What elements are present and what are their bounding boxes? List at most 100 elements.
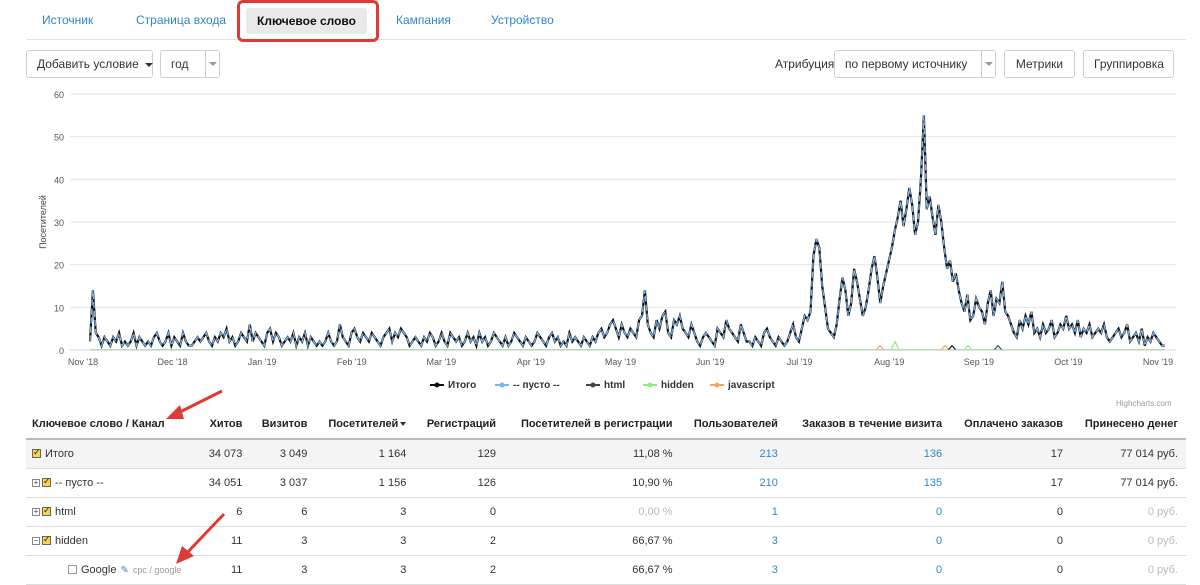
cell-conversion: 66,67 % <box>504 526 681 556</box>
legend-label[interactable]: Итого <box>448 380 476 391</box>
legend-marker[interactable] <box>590 382 596 388</box>
x-tick-label: Jun '19 <box>696 357 725 367</box>
row-label-cell: + -- пусто -- <box>26 468 199 498</box>
legend-label[interactable]: hidden <box>661 380 694 391</box>
cell-hits: 6 <box>198 497 251 527</box>
x-tick-label: May '19 <box>605 357 636 367</box>
row-label: hidden <box>55 534 89 547</box>
col-header-conversion[interactable]: Посетителей в регистрации <box>504 409 681 440</box>
checkbox-checked[interactable] <box>32 447 41 459</box>
checkbox-checked[interactable] <box>42 476 51 488</box>
col-header-visitors-label: Посетителей <box>328 417 399 430</box>
col-header-hits[interactable]: Хитов <box>198 409 251 440</box>
add-condition-label: Добавить условие <box>37 57 139 71</box>
tab-keyword[interactable]: Ключевое слово <box>246 8 367 34</box>
y-axis-title: Посетителей <box>38 195 48 249</box>
legend-marker[interactable] <box>499 382 505 388</box>
metrics-button[interactable]: Метрики <box>1004 50 1075 78</box>
y-tick-label: 20 <box>54 261 64 271</box>
cell-users-link[interactable]: 3 <box>680 526 786 556</box>
table-header-row: Ключевое слово / Канал Хитов Визитов Пос… <box>26 409 1186 440</box>
period-value: год <box>171 57 189 71</box>
grouping-button[interactable]: Группировка <box>1083 50 1174 78</box>
cell-users-link[interactable]: 3 <box>680 555 786 585</box>
expand-plus-icon[interactable]: + <box>32 506 40 516</box>
tab-landing-page[interactable]: Страница входа <box>136 13 227 27</box>
cell-users-link[interactable]: 1 <box>680 497 786 527</box>
col-header-visitors[interactable]: Посетителей <box>315 409 415 440</box>
x-tick-label: Dec '18 <box>157 357 187 367</box>
expand-plus-icon[interactable]: + <box>32 477 40 487</box>
cell-hits: 34 051 <box>198 468 251 498</box>
checkbox-checked[interactable] <box>42 534 51 546</box>
cell-paid: 17 <box>950 468 1071 498</box>
edit-icon[interactable]: ✎ <box>120 564 129 576</box>
x-tick-label: Jan '19 <box>248 357 277 367</box>
y-tick-label: 60 <box>54 90 64 100</box>
legend-marker[interactable] <box>434 382 440 388</box>
cell-orders-link[interactable]: 135 <box>785 468 951 498</box>
period-select[interactable]: год <box>160 50 220 78</box>
row-label: -- пусто -- <box>55 476 104 489</box>
cell-money: 77 014 руб. <box>1071 439 1186 469</box>
col-header-visits[interactable]: Визитов <box>250 409 316 440</box>
legend-marker[interactable] <box>714 382 720 388</box>
collapse-minus-icon[interactable]: − <box>32 535 40 545</box>
add-condition-button[interactable]: Добавить условие <box>26 50 153 78</box>
col-header-keyword[interactable]: Ключевое слово / Канал <box>26 409 199 440</box>
x-tick-label: Feb '19 <box>337 357 367 367</box>
tab-source[interactable]: Источник <box>42 13 94 27</box>
series-spike <box>963 344 973 351</box>
x-tick-label: Mar '19 <box>426 357 456 367</box>
cell-money: 77 014 руб. <box>1071 468 1186 498</box>
cell-registrations: 0 <box>414 497 505 527</box>
series-empty-line <box>89 115 1165 349</box>
cell-orders-link[interactable]: 136 <box>785 439 951 469</box>
cell-orders-link[interactable]: 0 <box>785 526 951 556</box>
cell-registrations: 126 <box>414 468 505 498</box>
y-tick-label: 50 <box>54 133 64 143</box>
col-header-orders[interactable]: Заказов в течение визита <box>785 409 951 440</box>
annotation-arrow-1 <box>166 389 223 419</box>
attribution-select[interactable]: по первому источнику <box>834 50 996 78</box>
cell-visitors: 1 156 <box>315 468 415 498</box>
cell-orders-link[interactable]: 0 <box>785 497 951 527</box>
cell-paid: 0 <box>950 497 1071 527</box>
cell-visits: 6 <box>250 497 316 527</box>
highcharts-credits[interactable]: Highcharts.com <box>1116 399 1172 408</box>
col-header-money[interactable]: Принесено денег <box>1071 409 1186 440</box>
table-row: −hidden 11 3 3 2 66,67 % 3 0 0 0 руб. <box>26 526 1186 556</box>
x-tick-label: Aug '19 <box>874 357 904 367</box>
legend-marker[interactable] <box>647 382 653 388</box>
row-label: Итого <box>45 447 74 460</box>
cell-money: 0 руб. <box>1071 497 1186 527</box>
legend-label[interactable]: javascript <box>727 380 775 391</box>
row-label-cell: + html <box>26 497 199 527</box>
legend-label[interactable]: -- пусто -- <box>513 380 560 391</box>
col-header-registrations[interactable]: Регистраций <box>414 409 505 440</box>
y-tick-label: 10 <box>54 303 64 313</box>
row-label: html <box>55 505 76 518</box>
col-header-paid[interactable]: Оплачено заказов <box>950 409 1071 440</box>
cell-visits: 3 <box>250 526 316 556</box>
checkbox-checked[interactable] <box>42 505 51 517</box>
cell-users-link[interactable]: 210 <box>680 468 786 498</box>
tab-device[interactable]: Устройство <box>491 13 554 27</box>
cell-money: 0 руб. <box>1071 526 1186 556</box>
cell-visits: 3 037 <box>250 468 316 498</box>
legend-label[interactable]: html <box>604 380 625 391</box>
cell-visits: 3 <box>250 555 316 585</box>
x-tick-label: Nov '18 <box>68 357 98 367</box>
cell-conversion: 66,67 % <box>504 555 681 585</box>
cell-paid: 17 <box>950 439 1071 469</box>
col-header-users[interactable]: Пользователей <box>680 409 786 440</box>
cell-users-link[interactable]: 213 <box>680 439 786 469</box>
series-spike <box>940 344 950 351</box>
attribution-label: Атрибуция <box>775 57 835 71</box>
tab-campaign[interactable]: Кампания <box>396 13 451 27</box>
x-tick-label: Nov '19 <box>1143 357 1173 367</box>
cell-orders-link[interactable]: 0 <box>785 555 951 585</box>
cell-conversion: 10,90 % <box>504 468 681 498</box>
checkbox-unchecked[interactable] <box>68 565 77 575</box>
table-row-total: Итого 34 073 3 049 1 164 129 11,08 % 213… <box>26 439 1186 469</box>
